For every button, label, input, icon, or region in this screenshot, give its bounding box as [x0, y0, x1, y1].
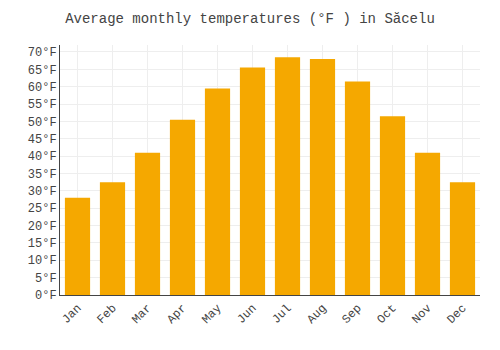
svg-text:50°F: 50°F: [28, 116, 57, 130]
svg-text:70°F: 70°F: [28, 46, 57, 60]
svg-text:45°F: 45°F: [28, 133, 57, 147]
svg-text:25°F: 25°F: [28, 202, 57, 216]
svg-text:Jun: Jun: [234, 302, 259, 327]
svg-text:40°F: 40°F: [28, 150, 57, 164]
svg-text:15°F: 15°F: [28, 237, 57, 251]
svg-text:0°F: 0°F: [35, 289, 57, 303]
svg-text:Feb: Feb: [94, 302, 119, 327]
svg-text:May: May: [199, 302, 224, 327]
svg-text:35°F: 35°F: [28, 168, 57, 182]
svg-text:Aug: Aug: [304, 302, 329, 327]
svg-text:Mar: Mar: [129, 302, 154, 327]
svg-text:Average monthly temperatures (: Average monthly temperatures (°F ) in Să…: [65, 11, 435, 27]
svg-text:60°F: 60°F: [28, 81, 57, 95]
svg-text:55°F: 55°F: [28, 98, 57, 112]
svg-text:Dec: Dec: [444, 302, 469, 327]
svg-text:Apr: Apr: [164, 302, 189, 327]
svg-text:10°F: 10°F: [28, 254, 57, 268]
svg-text:Jan: Jan: [59, 302, 84, 327]
svg-text:Jul: Jul: [269, 302, 294, 327]
svg-text:65°F: 65°F: [28, 64, 57, 78]
svg-text:Oct: Oct: [374, 302, 399, 327]
svg-text:30°F: 30°F: [28, 185, 57, 199]
svg-text:Sep: Sep: [339, 302, 364, 327]
svg-text:20°F: 20°F: [28, 220, 57, 234]
svg-text:5°F: 5°F: [35, 272, 57, 286]
svg-text:Nov: Nov: [409, 302, 434, 327]
